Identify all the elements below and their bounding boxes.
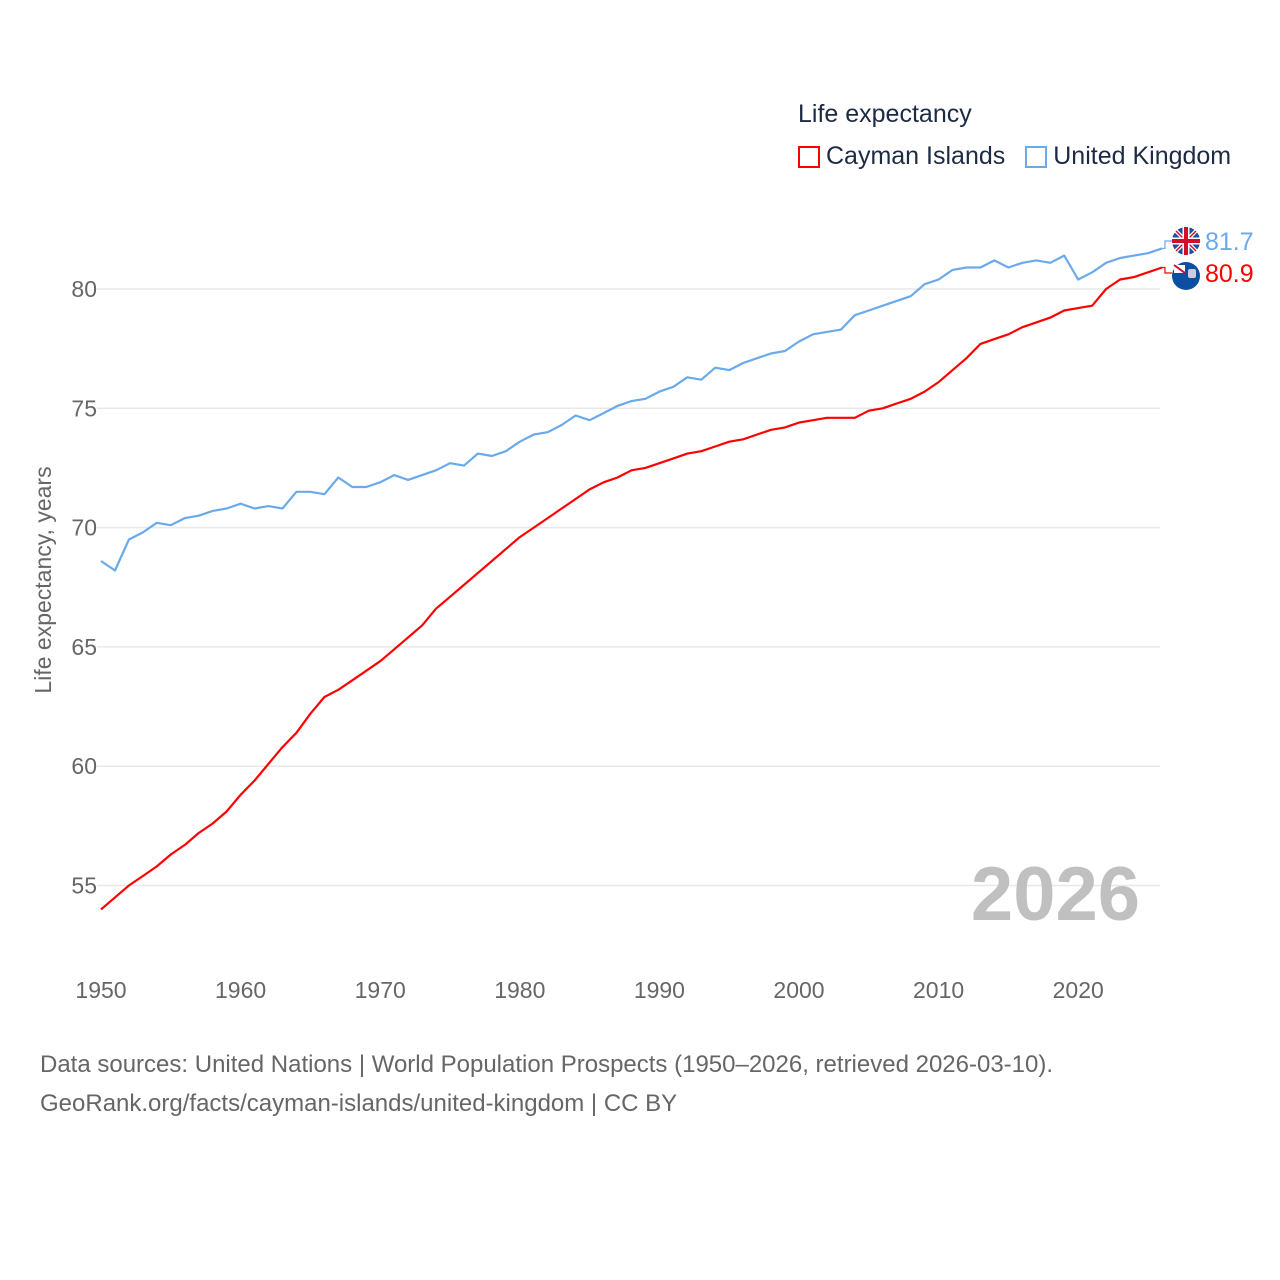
x-axis-ticks: 1950 1960 1970 1980 1990 2000 2010 2020 — [75, 977, 1103, 1003]
end-value-label: 81.7 — [1205, 228, 1254, 256]
legend-title: Life expectancy — [798, 100, 972, 128]
x-tick-label: 1980 — [494, 977, 545, 1003]
legend-item-cayman-islands[interactable]: Cayman Islands — [798, 142, 1005, 171]
x-tick-label: 1990 — [634, 977, 685, 1003]
x-tick-label: 2010 — [913, 977, 964, 1003]
footer-sources: Data sources: United Nations | World Pop… — [40, 1045, 1053, 1123]
legend-swatch — [1025, 145, 1048, 168]
y-tick-label: 70 — [71, 515, 97, 541]
legend-item-united-kingdom[interactable]: United Kingdom — [1025, 142, 1231, 171]
attribution-link[interactable]: GeoRank.org/facts/cayman-islands/united-… — [40, 1090, 678, 1117]
legend: Cayman Islands United Kingdom — [798, 142, 1231, 171]
cayman-flag-icon — [1172, 262, 1200, 290]
end-connector — [1161, 266, 1172, 274]
end-value-label: 80.9 — [1205, 260, 1254, 288]
series-line-united-kingdom — [100, 247, 1163, 572]
gridlines — [97, 288, 1160, 887]
y-axis-label: Life expectancy, years — [30, 466, 56, 693]
end-connector — [1161, 240, 1172, 250]
legend-swatch — [798, 145, 820, 168]
series-lines — [100, 247, 1163, 911]
series-line-cayman-islands — [100, 266, 1163, 911]
legend-label: Cayman Islands — [826, 142, 1006, 170]
data-sources-text: Data sources: United Nations | World Pop… — [40, 1051, 1054, 1078]
y-tick-label: 55 — [71, 873, 97, 899]
end-labels: 80.9 81.7 — [1161, 227, 1254, 290]
x-tick-label: 1950 — [75, 977, 126, 1003]
x-tick-label: 1960 — [215, 977, 266, 1003]
y-tick-label: 75 — [71, 395, 97, 421]
x-tick-label: 2000 — [773, 977, 824, 1003]
x-tick-label: 2020 — [1053, 977, 1104, 1003]
y-tick-label: 80 — [71, 276, 97, 302]
uk-flag-icon — [1172, 227, 1200, 255]
legend-label: United Kingdom — [1053, 142, 1232, 170]
y-tick-label: 60 — [71, 753, 97, 779]
x-tick-label: 1970 — [355, 977, 406, 1003]
y-tick-label: 65 — [71, 634, 97, 660]
y-axis-ticks: 55 60 65 70 75 80 — [71, 276, 97, 899]
year-watermark: 2026 — [971, 852, 1140, 937]
